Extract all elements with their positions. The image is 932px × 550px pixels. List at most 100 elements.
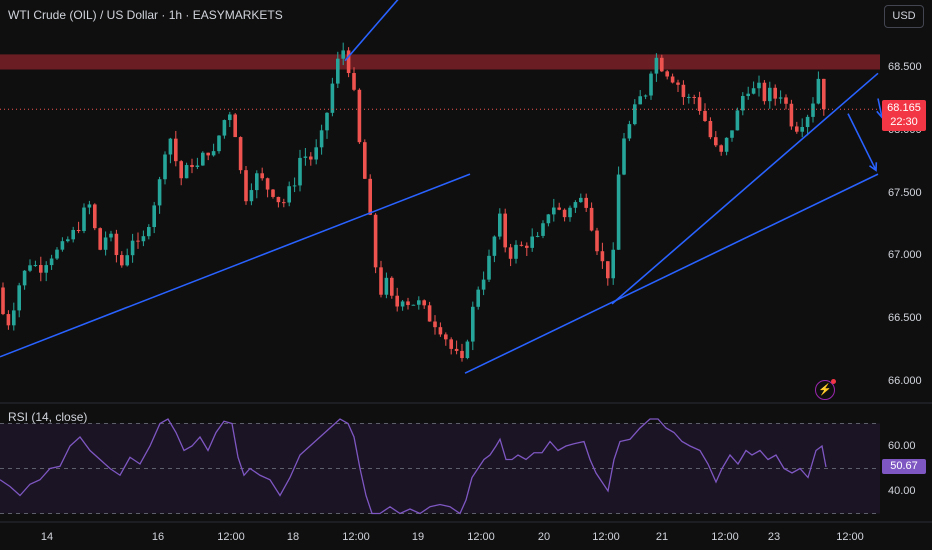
candle-down [427, 305, 432, 322]
x-tick-label: 12:00 [217, 531, 245, 543]
candle-up [211, 151, 216, 156]
candle-down [773, 87, 777, 99]
y-tick-label: 66.000 [888, 375, 922, 387]
candle-down [260, 173, 264, 179]
candle-up [130, 240, 135, 256]
x-tick-label: 12:00 [342, 531, 370, 543]
candle-down [449, 339, 453, 349]
candle-up [649, 73, 653, 96]
candle-up [724, 137, 729, 152]
trendline [611, 72, 879, 305]
candle-down [406, 301, 410, 306]
candle-up [530, 236, 534, 248]
candle-up [498, 213, 502, 237]
candle-down [454, 348, 459, 351]
candle-down [190, 165, 194, 167]
candle-up [471, 306, 475, 342]
candle-up [255, 173, 259, 191]
x-tick-label: 21 [655, 531, 669, 543]
candle-up [287, 186, 291, 203]
candle-up [481, 279, 486, 290]
y-tick-label: 67.000 [888, 249, 922, 261]
candle-up [633, 104, 637, 125]
candle-up [12, 310, 16, 326]
candle-up [579, 197, 583, 203]
candle-up [109, 233, 113, 238]
candle-down [6, 314, 11, 326]
candle-up [28, 265, 32, 271]
candle-up [492, 236, 497, 256]
candle-up [757, 82, 761, 89]
candle-up [55, 249, 59, 259]
candle-up [476, 289, 480, 307]
candle-up [638, 96, 642, 105]
last-price-tag: 68.165 22:30 [882, 100, 926, 131]
notification-dot [831, 379, 836, 384]
y-tick-label: 68.500 [888, 61, 922, 73]
candle-down [676, 82, 680, 85]
currency-button[interactable]: USD [884, 5, 924, 28]
candle-down [519, 244, 524, 246]
x-tick-label: 12:00 [467, 531, 495, 543]
candle-up [465, 341, 470, 359]
trendline [0, 173, 471, 358]
candle-up [735, 110, 740, 131]
candle-down [584, 197, 588, 208]
candle-up [687, 96, 691, 98]
candle-up [201, 152, 205, 166]
candle-down [373, 214, 378, 268]
candle-up [730, 130, 734, 138]
candle-up [330, 83, 335, 113]
candle-up [541, 223, 545, 236]
candle-up [292, 185, 297, 187]
candle-down [595, 230, 599, 252]
candle-down [368, 178, 372, 215]
candle-up [811, 103, 815, 117]
candle-up [222, 120, 227, 136]
candle-up [487, 255, 491, 280]
candle-down [822, 78, 826, 110]
candle-down [206, 152, 210, 156]
candle-down [762, 82, 767, 102]
candle-up [195, 165, 200, 167]
lightning-icon[interactable]: ⚡ [815, 379, 836, 400]
candle-down [76, 229, 81, 232]
candle-up [319, 130, 324, 148]
candle-down [309, 156, 313, 160]
x-tick-label: 12:00 [592, 531, 620, 543]
candle-down [433, 321, 437, 328]
candle-down [136, 240, 140, 242]
candle-up [44, 265, 48, 273]
rsi-title: RSI (14, close) [8, 410, 88, 424]
candle-up [33, 265, 38, 267]
candle-up [49, 258, 54, 266]
candle-down [276, 196, 281, 203]
rsi-tick-label: 40.00 [888, 485, 916, 497]
candle-up [751, 88, 756, 94]
x-tick-label: 12:00 [836, 531, 864, 543]
candle-down [346, 50, 351, 74]
candle-up [249, 190, 254, 202]
candle-up [152, 205, 156, 228]
candle-down [179, 161, 183, 179]
x-tick-label: 18 [286, 531, 300, 543]
candle-up [643, 95, 648, 97]
candle-up [627, 124, 632, 139]
candle-up [411, 304, 416, 306]
candle-up [336, 58, 340, 84]
candle-down [352, 73, 356, 90]
candle-up [125, 255, 129, 266]
candle-down [681, 84, 686, 98]
candle-down [525, 245, 529, 248]
candle-up [217, 135, 221, 152]
y-tick-label: 67.500 [888, 187, 922, 199]
candle-down [460, 350, 464, 359]
candle-down [39, 265, 43, 273]
candle-down [795, 126, 799, 132]
candle-down [562, 209, 567, 218]
x-tick-label: 23 [767, 531, 781, 543]
candle-down [363, 142, 367, 179]
candle-up [298, 157, 302, 186]
candle-down [174, 138, 178, 162]
